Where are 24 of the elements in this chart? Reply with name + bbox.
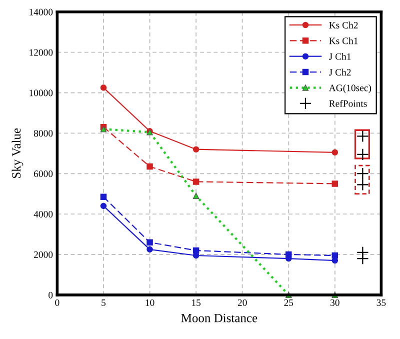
y-tick-label: 14000 (30, 8, 53, 16)
y-tick-label: 4000 (34, 210, 53, 218)
legend-label: J Ch2 (329, 68, 351, 76)
y-axis-title: Sky Value (12, 128, 24, 178)
legend-label: J Ch1 (329, 53, 351, 60)
legend-label: Ks Ch2 (329, 22, 358, 28)
x-tick-label: 35 (376, 299, 386, 306)
legend-label: Ks Ch1 (329, 37, 358, 44)
y-tick-label: 12000 (30, 49, 53, 56)
legend-label: RefPoints (329, 100, 367, 107)
y-tick-label: 10000 (30, 90, 53, 96)
y-tick-label: 0 (48, 292, 53, 298)
x-tick-label: 20 (238, 299, 247, 306)
legend-label: AG(10sec) (328, 84, 372, 94)
x-tick-label: 10 (146, 299, 154, 306)
y-tick-label: 6000 (34, 170, 53, 178)
x-tick-label: 5 (102, 299, 106, 306)
x-tick-label: 25 (284, 299, 294, 306)
y-tick-label: 8000 (34, 130, 53, 137)
x-tick-label: 0 (55, 299, 60, 306)
x-axis-title: Moon Distance (181, 314, 258, 322)
x-tick-label: 30 (330, 299, 340, 306)
x-tick-label: 15 (192, 299, 201, 306)
y-tick-label: 2000 (34, 251, 53, 258)
